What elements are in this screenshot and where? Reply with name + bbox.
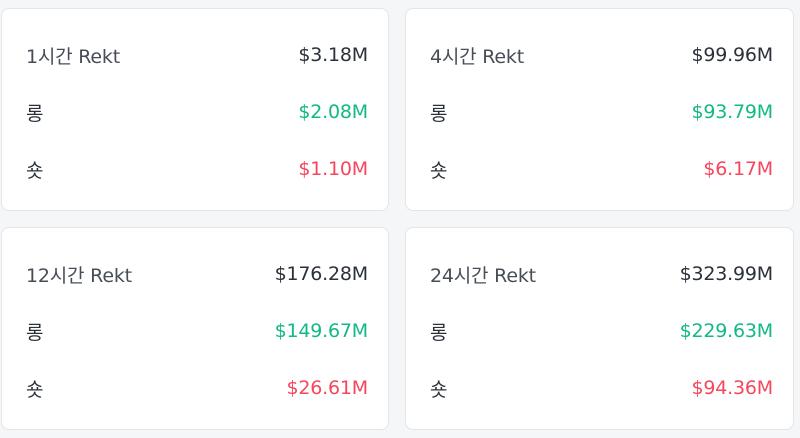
- long-row: 롱 $93.79M: [430, 98, 773, 126]
- total-row: 24시간 Rekt $323.99M: [430, 260, 773, 288]
- long-label: 롱: [26, 321, 44, 344]
- short-value: $26.61M: [286, 377, 369, 399]
- short-label: 숏: [430, 378, 448, 401]
- total-row: 4시간 Rekt $99.96M: [430, 41, 773, 69]
- short-value: $6.17M: [703, 158, 773, 180]
- long-value: $149.67M: [274, 320, 369, 342]
- long-row: 롱 $149.67M: [26, 317, 368, 345]
- long-label: 롱: [430, 321, 448, 344]
- long-value: $93.79M: [691, 101, 774, 123]
- rekt-card-12h: 12시간 Rekt $176.28M 롱 $149.67M 숏 $26.61M: [1, 227, 389, 430]
- short-row: 숏 $1.10M: [26, 155, 368, 183]
- short-row: 숏 $6.17M: [430, 155, 773, 183]
- short-label: 숏: [430, 159, 448, 182]
- card-title: 4시간 Rekt: [430, 45, 524, 68]
- total-value: $3.18M: [298, 44, 368, 66]
- short-label: 숏: [26, 159, 44, 182]
- card-title: 1시간 Rekt: [26, 45, 120, 68]
- short-value: $94.36M: [691, 377, 774, 399]
- total-row: 12시간 Rekt $176.28M: [26, 260, 368, 288]
- card-title: 24시간 Rekt: [430, 264, 536, 287]
- long-label: 롱: [26, 102, 44, 125]
- long-value: $2.08M: [298, 101, 368, 123]
- short-row: 숏 $26.61M: [26, 374, 368, 402]
- short-value: $1.10M: [298, 158, 368, 180]
- short-label: 숏: [26, 378, 44, 401]
- long-row: 롱 $2.08M: [26, 98, 368, 126]
- total-value: $99.96M: [691, 44, 774, 66]
- rekt-card-1h: 1시간 Rekt $3.18M 롱 $2.08M 숏 $1.10M: [1, 8, 389, 211]
- long-value: $229.63M: [679, 320, 774, 342]
- short-row: 숏 $94.36M: [430, 374, 773, 402]
- total-value: $176.28M: [274, 263, 369, 285]
- card-title: 12시간 Rekt: [26, 264, 132, 287]
- total-row: 1시간 Rekt $3.18M: [26, 41, 368, 69]
- long-label: 롱: [430, 102, 448, 125]
- rekt-card-4h: 4시간 Rekt $99.96M 롱 $93.79M 숏 $6.17M: [405, 8, 794, 211]
- long-row: 롱 $229.63M: [430, 317, 773, 345]
- total-value: $323.99M: [679, 263, 774, 285]
- rekt-card-24h: 24시간 Rekt $323.99M 롱 $229.63M 숏 $94.36M: [405, 227, 794, 430]
